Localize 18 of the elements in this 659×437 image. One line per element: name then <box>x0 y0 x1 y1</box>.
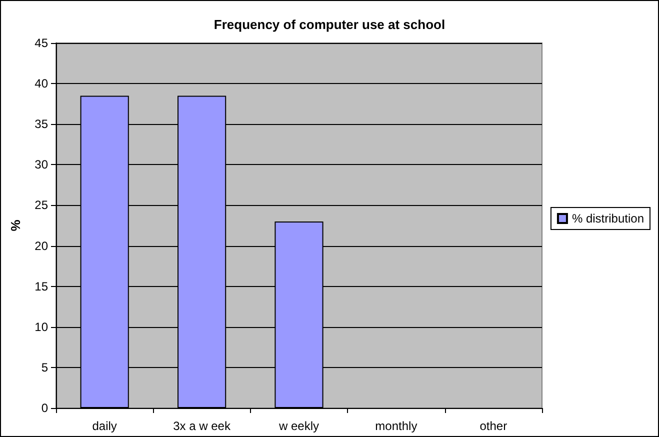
y-tick-label: 20 <box>34 238 48 253</box>
x-tick-label: 3x a w eek <box>173 419 232 433</box>
y-tick-label: 0 <box>41 401 48 415</box>
chart-title: Frequency of computer use at school <box>214 17 446 32</box>
y-tick-label: 25 <box>34 198 48 212</box>
y-tick-label: 15 <box>34 279 48 294</box>
y-tick-label: 10 <box>34 320 48 334</box>
y-tick-label: 45 <box>34 36 48 50</box>
y-tick-label: 40 <box>34 76 48 91</box>
x-tick-label: other <box>480 419 508 433</box>
y-tick-label: 35 <box>34 117 48 132</box>
y-tick-label: 5 <box>41 360 48 374</box>
x-tick-label: w eekly <box>278 419 320 433</box>
legend-label: % distribution <box>572 212 644 226</box>
y-tick-label: 30 <box>34 158 48 172</box>
y-axis-title: % <box>8 219 23 232</box>
x-tick-label: monthly <box>375 419 418 433</box>
x-tick-label: daily <box>92 419 117 433</box>
